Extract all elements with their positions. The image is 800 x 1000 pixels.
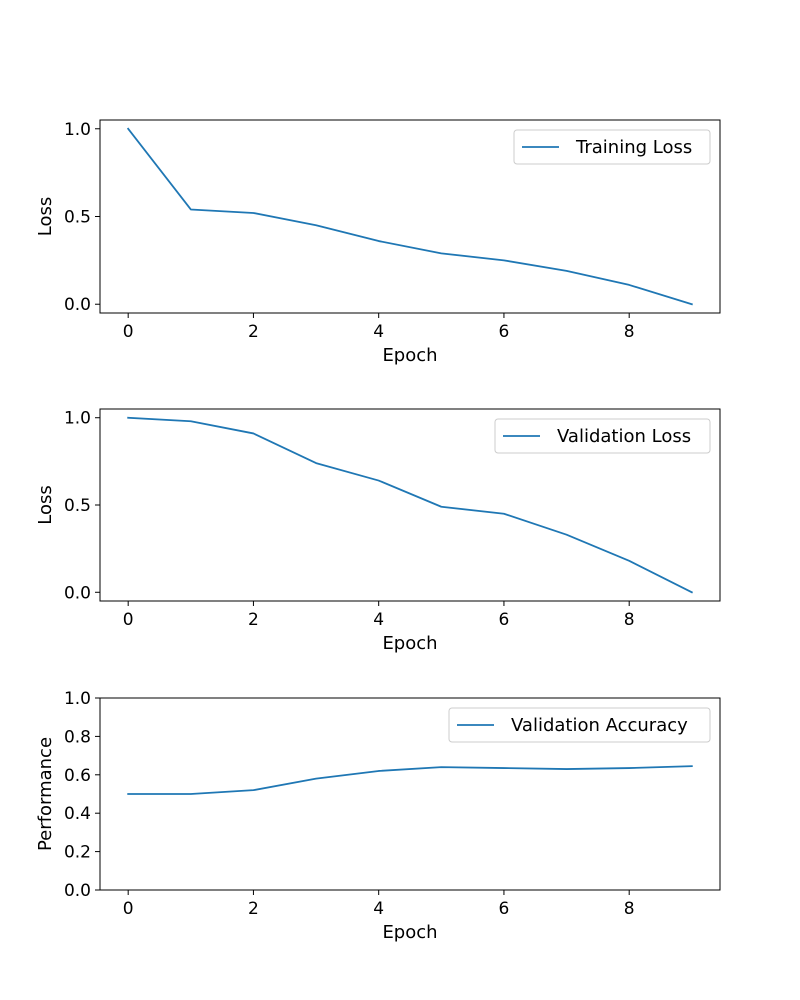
x-tick-label: 0 — [123, 610, 134, 630]
series-line-validation-loss — [127, 416, 694, 594]
series-line-training-loss — [126, 127, 693, 306]
y-tick-label: 0.4 — [64, 804, 91, 824]
y-tick-label: 0.8 — [64, 727, 91, 747]
chart-panel-1: 0 2 4 6 8 0.0 0.5 1.0 Epoch Loss Training Loss — [35, 119, 721, 366]
plot-frame — [99, 697, 721, 891]
legend: Validation Loss — [494, 418, 711, 454]
y-axis-label: Loss — [35, 197, 56, 236]
x-axis-label: Epoch — [382, 922, 437, 943]
y-tick-label: 0.5 — [64, 496, 91, 516]
x-tick-label: 8 — [624, 610, 635, 630]
legend-entry-label: Validation Loss — [557, 426, 691, 447]
y-tick-label: 0.0 — [64, 583, 91, 603]
y-tick-label: 0.2 — [64, 843, 91, 863]
y-tick-label: 1.0 — [64, 120, 91, 140]
y-tick-label: 0.0 — [64, 295, 91, 315]
x-tick-label: 0 — [123, 322, 134, 342]
legend-box — [448, 707, 711, 743]
x-tick-label: 2 — [248, 610, 259, 630]
x-axis-label: Epoch — [382, 633, 437, 654]
chart-panel-3: 0 2 4 6 8 0.0 0.2 0.4 0.6 0.8 1.0 Epoch Performance V… — [35, 689, 721, 943]
y-axis-label: Loss — [35, 485, 56, 524]
x-tick-label: 8 — [624, 899, 635, 919]
x-axis-label: Epoch — [382, 345, 437, 366]
y-tick-label: 0.0 — [64, 881, 91, 901]
series-line-validation-accuracy — [127, 765, 693, 795]
y-tick-label: 0.5 — [64, 208, 91, 228]
x-tick-label: 2 — [248, 899, 259, 919]
x-tick-label: 4 — [373, 610, 384, 630]
x-tick-label: 8 — [624, 322, 635, 342]
y-tick-label: 1.0 — [64, 689, 91, 709]
x-tick-label: 6 — [499, 322, 510, 342]
x-tick-label: 6 — [499, 610, 510, 630]
x-tick-label: 4 — [373, 899, 384, 919]
x-tick-label: 6 — [499, 899, 510, 919]
x-tick-label: 2 — [248, 322, 259, 342]
y-tick-label: 1.0 — [64, 409, 91, 429]
legend-entry-label: Training Loss — [575, 137, 692, 158]
legend: Validation Accuracy — [448, 707, 711, 743]
y-tick-label: 0.6 — [64, 766, 91, 786]
x-tick-label: 4 — [373, 322, 384, 342]
legend-box — [513, 129, 711, 165]
y-axis-label: Performance — [35, 737, 56, 851]
chart-panel-2: 0 2 4 6 8 0.0 0.5 1.0 Epoch Loss Validation Loss — [35, 408, 721, 654]
legend-box — [494, 418, 711, 454]
legend-entry-label: Validation Accuracy — [511, 715, 688, 736]
x-tick-label: 0 — [123, 899, 134, 919]
legend: Training Loss — [513, 129, 711, 165]
